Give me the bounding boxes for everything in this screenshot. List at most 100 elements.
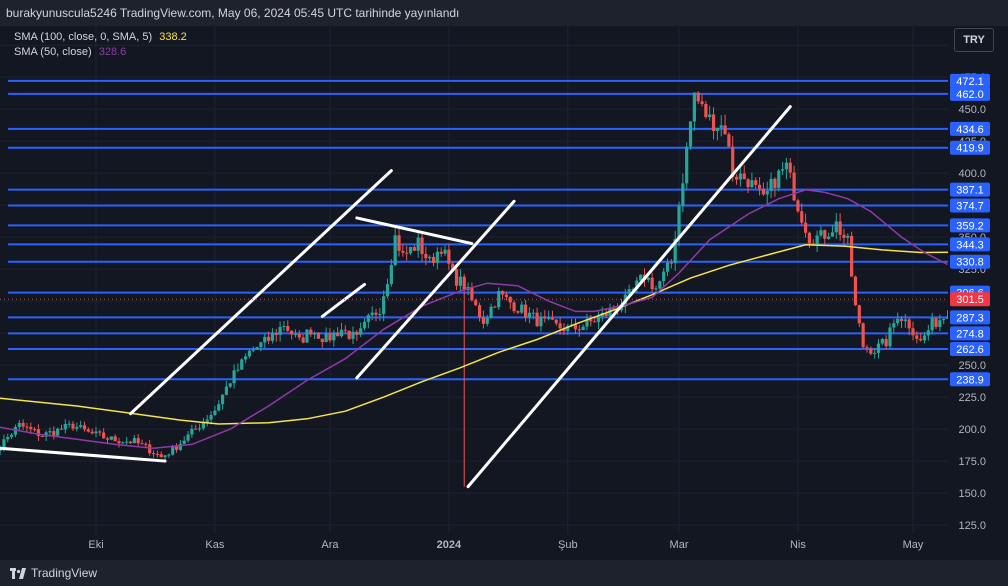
candle-body[interactable] [98,431,102,433]
candle-body[interactable] [305,329,309,343]
candle-body[interactable] [255,347,259,350]
candle-body[interactable] [604,312,608,317]
candle-body[interactable] [247,350,252,357]
candle-body[interactable] [251,349,255,351]
candle-body[interactable] [332,332,336,341]
candle-body[interactable] [428,256,432,259]
candle-body[interactable] [90,431,94,434]
candle-body[interactable] [888,327,892,347]
candle-body[interactable] [362,321,367,329]
candle-body[interactable] [59,428,64,430]
candle-body[interactable] [892,323,896,328]
candle-body[interactable] [48,431,52,433]
candle-body[interactable] [40,436,44,438]
candle-body[interactable] [128,441,133,444]
candle-body[interactable] [286,326,290,331]
candle-body[interactable] [500,291,505,295]
candle-body[interactable] [167,454,171,456]
candle-body[interactable] [830,232,835,237]
candle-body[interactable] [539,316,543,327]
level-price-badge[interactable] [950,73,990,88]
candle-body[interactable] [220,394,225,405]
candle-body[interactable] [723,125,727,135]
candle-body[interactable] [431,256,436,263]
price-axis[interactable] [948,26,1008,534]
candle-body[interactable] [401,250,405,253]
candle-body[interactable] [359,328,363,335]
candle-body[interactable] [926,330,930,336]
candle-body[interactable] [259,342,263,348]
candle-body[interactable] [366,315,370,322]
candle-body[interactable] [827,236,831,239]
candle-body[interactable] [558,323,562,329]
candle-body[interactable] [10,434,14,437]
candle-body[interactable] [665,262,670,272]
candle-body[interactable] [896,318,900,324]
candle-body[interactable] [155,453,159,455]
candle-body[interactable] [550,317,555,320]
candle-body[interactable] [447,249,451,264]
candle-body[interactable] [94,431,98,434]
level-price-badge[interactable] [950,254,990,269]
candle-body[interactable] [301,337,305,343]
candle-body[interactable] [612,308,616,310]
candle-body[interactable] [320,338,324,343]
candle-body[interactable] [788,162,792,173]
candle-body[interactable] [382,296,386,314]
candle-body[interactable] [719,125,723,128]
candle-body[interactable] [704,103,708,118]
candle-body[interactable] [121,442,125,444]
candle-body[interactable] [454,269,459,286]
candle-body[interactable] [174,446,179,450]
candle-body[interactable] [880,338,884,344]
candle-body[interactable] [408,247,413,254]
candle-body[interactable] [861,323,865,348]
candle-body[interactable] [13,426,18,435]
candle-body[interactable] [163,455,167,458]
candle-body[interactable] [811,243,815,245]
candle-body[interactable] [282,326,286,328]
candle-body[interactable] [792,172,796,201]
candle-body[interactable] [512,302,516,312]
candle-body[interactable] [462,276,466,291]
candle-body[interactable] [596,316,601,322]
candle-body[interactable] [850,235,854,277]
candle-body[interactable] [945,316,950,319]
candle-body[interactable] [853,276,858,306]
candle-body[interactable] [562,328,566,332]
candle-body[interactable] [646,277,650,280]
candle-body[interactable] [742,173,746,180]
candle-body[interactable] [777,170,781,188]
candle-body[interactable] [63,423,67,430]
candle-body[interactable] [508,296,512,303]
candle-body[interactable] [240,359,244,370]
level-price-badge[interactable] [950,310,990,325]
candle-body[interactable] [140,443,144,445]
candle-body[interactable] [270,333,275,341]
candle-body[interactable] [236,369,240,371]
candle-body[interactable] [347,330,351,339]
sma100-line[interactable] [0,244,956,425]
candle-body[interactable] [178,443,182,450]
candle-body[interactable] [658,281,662,289]
candle-body[interactable] [378,313,382,315]
price-chart[interactable]: 500.0475.0450.0425.0400.0375.0350.0325.0… [0,26,1008,560]
candle-body[interactable] [581,326,585,331]
candle-body[interactable] [516,311,520,313]
candle-body[interactable] [857,305,861,324]
candle-body[interactable] [75,427,79,429]
candle-body[interactable] [654,288,658,290]
candle-body[interactable] [374,312,378,315]
candle-body[interactable] [186,434,190,441]
candle-body[interactable] [911,328,915,336]
candle-body[interactable] [151,453,156,455]
candle-body[interactable] [942,318,946,321]
candle-body[interactable] [21,422,25,427]
candle-body[interactable] [639,274,643,281]
candle-body[interactable] [274,333,278,335]
candle-body[interactable] [531,312,535,314]
candle-body[interactable] [343,329,347,331]
candle-body[interactable] [109,436,113,440]
candle-body[interactable] [86,429,90,432]
candle-body[interactable] [731,146,735,177]
